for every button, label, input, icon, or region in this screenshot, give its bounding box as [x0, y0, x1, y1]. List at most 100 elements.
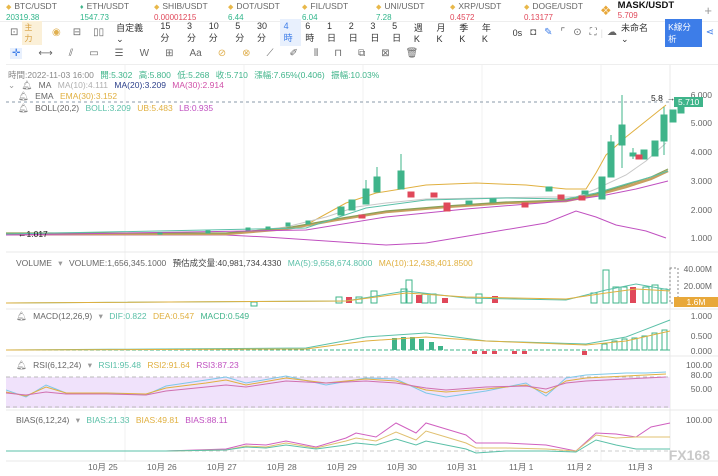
volume-tag: 1.6M: [674, 297, 718, 307]
dropdown-icon[interactable]: ▾: [58, 258, 63, 268]
copy-icon[interactable]: ⧉: [358, 48, 366, 59]
rectangle-tool-icon[interactable]: ▭: [89, 48, 99, 59]
interval-quarter[interactable]: 季K: [459, 23, 469, 44]
custom-interval-dropdown[interactable]: 自定義 ⌄: [116, 22, 144, 44]
drawing-toolbar: ✛ ⟷ ⫽ ▭ ☰ W ⊞ Aa ⊘ ⊗ ⟋ ✐ ⦀ ⊓ ⧉ ⊠ 🗑: [0, 43, 718, 64]
coin-icon: ♦: [80, 4, 84, 11]
interval-year[interactable]: 年K: [481, 23, 491, 44]
interval-6h[interactable]: 6時: [305, 21, 315, 43]
delete-icon[interactable]: 🗑: [405, 48, 419, 59]
ticker-shib[interactable]: ◆ SHIB/USDT 0.00001215: [154, 1, 208, 22]
volume-axis-label: 20.00M: [683, 281, 712, 291]
ticker-eth[interactable]: ♦ ETH/USDT 1547.73: [80, 1, 130, 22]
date-label: 10月 27: [207, 462, 237, 472]
ohlc-info: 時間:2022-11-03 16:00 開:5.302 高:5.800 低:5.…: [8, 70, 380, 80]
cloud-icon[interactable]: ☁: [606, 27, 617, 38]
fib-tool-icon[interactable]: ☰: [114, 48, 124, 59]
chart-type-icon[interactable]: ⊡: [10, 27, 19, 38]
measure-tool-icon[interactable]: ⊞: [165, 48, 174, 59]
interval-5m[interactable]: 5分: [235, 21, 245, 43]
magnet-icon[interactable]: ⊘: [217, 48, 227, 59]
brush-icon[interactable]: ✐: [289, 48, 298, 59]
interval-week[interactable]: 週K: [413, 23, 423, 44]
ticker-bar: ◆ BTC/USDT 20319.38 ♦ ETH/USDT 1547.73 ◆ SHIB…: [0, 0, 718, 22]
collapse-icon[interactable]: ⌄: [8, 80, 16, 90]
macd-axis-label: 0.000: [690, 346, 712, 356]
ruler-icon[interactable]: ⟋: [266, 48, 274, 59]
edit-icon[interactable]: ⊠: [381, 48, 390, 59]
interval-4h[interactable]: 4時: [279, 19, 302, 46]
lock-magnet-icon[interactable]: ⊗: [242, 48, 251, 59]
rsi-axis-label: 50.00: [690, 384, 712, 394]
low-mark: ←1.017: [18, 229, 48, 239]
dropdown-icon[interactable]: ▾: [98, 311, 103, 321]
ticker-uni[interactable]: ◆ UNI/USDT 7.28: [376, 1, 425, 22]
line-tool-icon[interactable]: ⟷: [38, 48, 53, 59]
main-force-badge[interactable]: 主力: [22, 20, 43, 45]
indicator-icon[interactable]: ◉: [52, 27, 61, 38]
layout-name-dropdown[interactable]: 未命名 ⌄: [620, 22, 648, 44]
alarm-icon[interactable]: 🔔︎: [16, 360, 27, 370]
interval-30m[interactable]: 30分: [257, 21, 268, 43]
coin-icon: ◆: [6, 4, 12, 11]
interval-15m[interactable]: 15分: [160, 21, 171, 43]
crosshair-tool-icon[interactable]: ✛: [10, 48, 23, 59]
alarm-icon[interactable]: 🔔︎: [21, 80, 33, 90]
ticker-xrp[interactable]: ◆ XRP/USDT 0.4572: [450, 1, 502, 22]
rsi-legend[interactable]: 🔔︎ RSI(6,12,24) ▾ RSI1:95.48 RSI2:91.64 …: [16, 360, 239, 370]
date-label: 11月 1: [509, 462, 534, 472]
dropdown-icon[interactable]: ▾: [87, 360, 93, 370]
high-mark: 5.8 →: [651, 93, 676, 103]
k-line-analysis-button[interactable]: K線分析: [665, 18, 702, 47]
crop-icon[interactable]: ⌜: [560, 27, 566, 38]
fullscreen-icon[interactable]: ⛶: [589, 27, 597, 38]
chart-canvas[interactable]: [6, 65, 718, 476]
ma-legend[interactable]: ⌄ 🔔︎ MA MA(10):4.111 MA(20):3.209 MA(30)…: [8, 80, 224, 90]
price-axis-label: 3.000: [690, 176, 712, 186]
ticker-btc[interactable]: ◆ BTC/USDT 20319.38: [6, 1, 57, 22]
alarm-icon[interactable]: 🔔︎: [16, 311, 27, 321]
macd-legend[interactable]: 🔔︎ MACD(12,26,9) ▾ DIF:0.822 DEA:0.547 M…: [16, 311, 250, 321]
wave-tool-icon[interactable]: W: [139, 48, 150, 59]
interval-3d[interactable]: 3日: [370, 21, 380, 43]
chart-area[interactable]: 時間:2022-11-03 16:00 開:5.302 高:5.800 低:5.…: [6, 64, 718, 475]
ticker-doge[interactable]: ◆ DOGE/USDT 0.13177: [524, 1, 583, 22]
interval-2d[interactable]: 2日: [348, 21, 358, 43]
timer-label: 0s: [512, 27, 523, 38]
date-label: 11月 3: [628, 462, 653, 472]
alarm-icon[interactable]: 🔔︎: [18, 103, 29, 113]
bookmark-icon[interactable]: ⊓: [334, 48, 343, 59]
volume-legend[interactable]: VOLUME ▾ VOLUME:1,656,345.1000 預估成交量:40,…: [16, 258, 473, 268]
interval-3m[interactable]: 3分: [187, 21, 197, 43]
share-icon[interactable]: ⋖: [705, 27, 715, 38]
add-ticker-icon[interactable]: +: [704, 3, 712, 18]
ticker-fil[interactable]: ◆ FIL/USDT 6.04: [302, 1, 349, 22]
camera-icon[interactable]: ◘: [530, 27, 537, 38]
ticker-mask-active[interactable]: ❖ MASK/USDT 5.709: [600, 0, 675, 21]
dropdown-icon[interactable]: ▾: [75, 415, 81, 425]
settings-icon[interactable]: ⊙: [573, 27, 582, 38]
coin-icon: ◆: [376, 4, 382, 11]
interval-10m[interactable]: 10分: [208, 21, 219, 43]
alarm-icon[interactable]: 🔔︎: [18, 91, 29, 101]
ticker-dot[interactable]: ◆ DOT/USDT 6.44: [228, 1, 280, 22]
rsi-axis-label: 100.00: [686, 360, 712, 370]
rsi-axis-label: 80.00: [690, 370, 712, 380]
macd-axis-label: 1.000: [690, 311, 712, 321]
price-axis-label: 4.000: [690, 147, 712, 157]
coin-icon: ◆: [302, 4, 308, 11]
date-label: 10月 29: [327, 462, 357, 472]
interval-1d[interactable]: 1日: [327, 21, 337, 43]
bias-legend[interactable]: BIAS(6,12,24) ▾ BIAS:21.33 BIAS:49.81 BI…: [16, 415, 228, 425]
date-label: 10月 31: [447, 462, 477, 472]
layout-icon[interactable]: ▯▯: [93, 27, 105, 38]
parallel-line-tool-icon[interactable]: ⫽: [68, 48, 74, 59]
calendar-icon[interactable]: ⊟: [72, 27, 82, 38]
interval-month[interactable]: 月K: [436, 23, 446, 44]
ema-legend[interactable]: 🔔︎ EMA EMA(30):3.152: [18, 91, 118, 101]
visibility-icon[interactable]: ⦀: [313, 48, 319, 59]
interval-5d[interactable]: 5日: [392, 21, 402, 43]
boll-legend[interactable]: 🔔︎ BOLL(20,2) BOLL:3.209 UB:5.483 LB:0.9…: [18, 103, 214, 113]
pencil-icon[interactable]: ✎: [544, 27, 553, 38]
text-tool-icon[interactable]: Aa: [189, 48, 202, 59]
